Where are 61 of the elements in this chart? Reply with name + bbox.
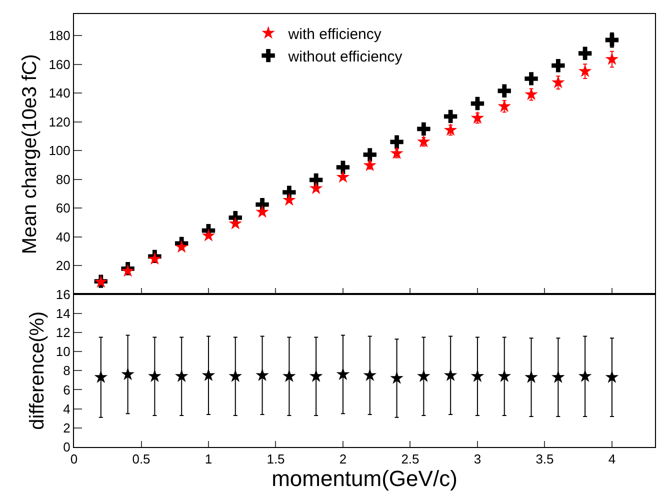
point: [552, 76, 565, 88]
point: [282, 193, 296, 206]
x-tick-label: 1: [204, 452, 212, 467]
x-tick-label: 1.5: [266, 452, 285, 467]
point: [309, 173, 323, 187]
y-tick-label: 120: [48, 114, 70, 130]
point: [202, 228, 216, 242]
y-tick-label: 100: [48, 143, 70, 158]
point: [498, 84, 511, 98]
point: [228, 216, 242, 230]
y-tick-label: 2: [63, 420, 70, 436]
x-tick-label: 0.5: [132, 452, 150, 467]
y-tick-label: 20: [56, 258, 70, 274]
point: [309, 181, 323, 194]
y-tick-label: 14: [56, 306, 70, 321]
point: [524, 72, 538, 86]
legend-label: with efficiency: [287, 26, 382, 43]
x-tick-label: 2.5: [401, 452, 420, 467]
legend-label: without efficiency: [287, 48, 403, 66]
point: [470, 111, 484, 124]
x-axis-title: momentum(GeV/c): [272, 466, 458, 491]
y-tick-label: 12: [56, 324, 70, 340]
y-tick-label: 10: [56, 344, 70, 360]
point: [470, 96, 484, 110]
x-tick-label: 3.5: [536, 452, 554, 467]
point: [336, 160, 350, 174]
y-axis-title: difference(%): [26, 311, 48, 430]
y-tick-label: 40: [56, 229, 70, 244]
point: [390, 135, 404, 148]
point: [578, 64, 592, 77]
y-tick-label: 160: [48, 56, 70, 72]
y-tick-label: 180: [48, 28, 70, 44]
x-tick-label: 2: [339, 452, 347, 467]
y-tick-label: 60: [56, 200, 70, 216]
y-tick-label: 6: [63, 382, 70, 398]
point: [174, 240, 188, 253]
point: [390, 146, 404, 160]
y-tick-label: 140: [48, 86, 70, 101]
point: [256, 205, 269, 218]
point: [524, 87, 538, 100]
y-tick-label: 4: [63, 401, 70, 416]
point: [363, 148, 376, 162]
y-tick-label: 8: [63, 363, 70, 378]
point: [417, 134, 430, 148]
point: [444, 110, 458, 124]
point: [605, 52, 619, 65]
point: [578, 46, 592, 60]
point: [363, 158, 377, 172]
x-tick-label: 3: [474, 452, 482, 467]
x-tick-label: 4: [608, 452, 616, 467]
point: [498, 99, 512, 112]
point: [148, 252, 162, 265]
y-tick-label: 16: [56, 286, 70, 302]
y-axis-title: Mean charge(10e3 fC): [19, 54, 42, 254]
point: [444, 123, 458, 136]
point: [605, 33, 619, 47]
point: [552, 58, 565, 72]
point: [336, 170, 350, 183]
point: [417, 122, 430, 136]
y-tick-label: 0: [63, 440, 70, 455]
y-tick-label: 80: [56, 172, 70, 187]
